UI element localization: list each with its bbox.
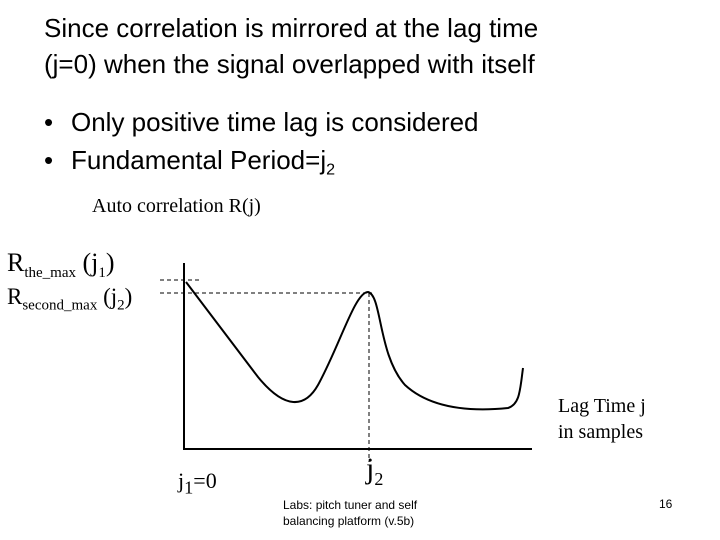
footer-line-2: balancing platform (v.5b) [283, 514, 415, 528]
r-max-subscript: the_max [24, 265, 76, 282]
r-second-close: ) [124, 284, 133, 309]
bullet-text: Only positive time lag is considered [71, 107, 479, 137]
j2-label: j2 [366, 452, 383, 490]
page-number: 16 [659, 497, 673, 511]
r-max-arg-subscript: 1 [98, 265, 106, 282]
r-second-arg: (j [97, 284, 118, 309]
r-max-main: R [7, 248, 25, 277]
r-second-subscript: second_max [22, 297, 98, 314]
r-max-label: Rthe_max (j1) [7, 248, 115, 282]
j1-subscript: 1 [184, 477, 194, 498]
autocorrelation-curve [185, 281, 524, 411]
j1-main: j [178, 468, 185, 493]
slide-title: Since correlation is mirrored at the lag… [44, 10, 538, 82]
bullet-item: • Only positive time lag is considered [44, 103, 479, 141]
y-axis-label: Auto correlation R(j) [92, 195, 261, 217]
r-max-close: ) [105, 248, 115, 277]
bullet-list: • Only positive time lag is considered •… [44, 103, 479, 179]
title-line-2: (j=0) when the signal overlapped with it… [44, 49, 535, 79]
footer-line-1: Labs: pitch tuner and self [283, 498, 418, 512]
bullet-dot-icon: • [44, 107, 54, 137]
r-second-main: R [7, 284, 23, 309]
bullet-item: • Fundamental Period=j2 [44, 141, 479, 179]
j2-subscript: 2 [374, 469, 384, 489]
bullet-dot-icon: • [44, 145, 54, 175]
j1-rest: =0 [193, 468, 217, 493]
j2-main: j [366, 452, 375, 485]
r-second-arg-subscript: 2 [117, 297, 125, 314]
r-second-max-label: Rsecond_max (j2) [7, 284, 132, 315]
x-axis-label: Lag Time j in samples [558, 393, 688, 445]
x-axis-label-line-1: Lag Time j [558, 395, 646, 417]
bullet-text: Fundamental Period=j [71, 145, 327, 175]
title-line-1: Since correlation is mirrored at the lag… [44, 13, 539, 43]
x-axis-label-line-2: in samples [558, 421, 643, 443]
j1-label: j1=0 [178, 468, 217, 498]
bullet-subscript: 2 [326, 160, 336, 179]
r-max-arg: (j [76, 248, 99, 277]
footer-text: Labs: pitch tuner and self balancing pla… [283, 497, 463, 529]
